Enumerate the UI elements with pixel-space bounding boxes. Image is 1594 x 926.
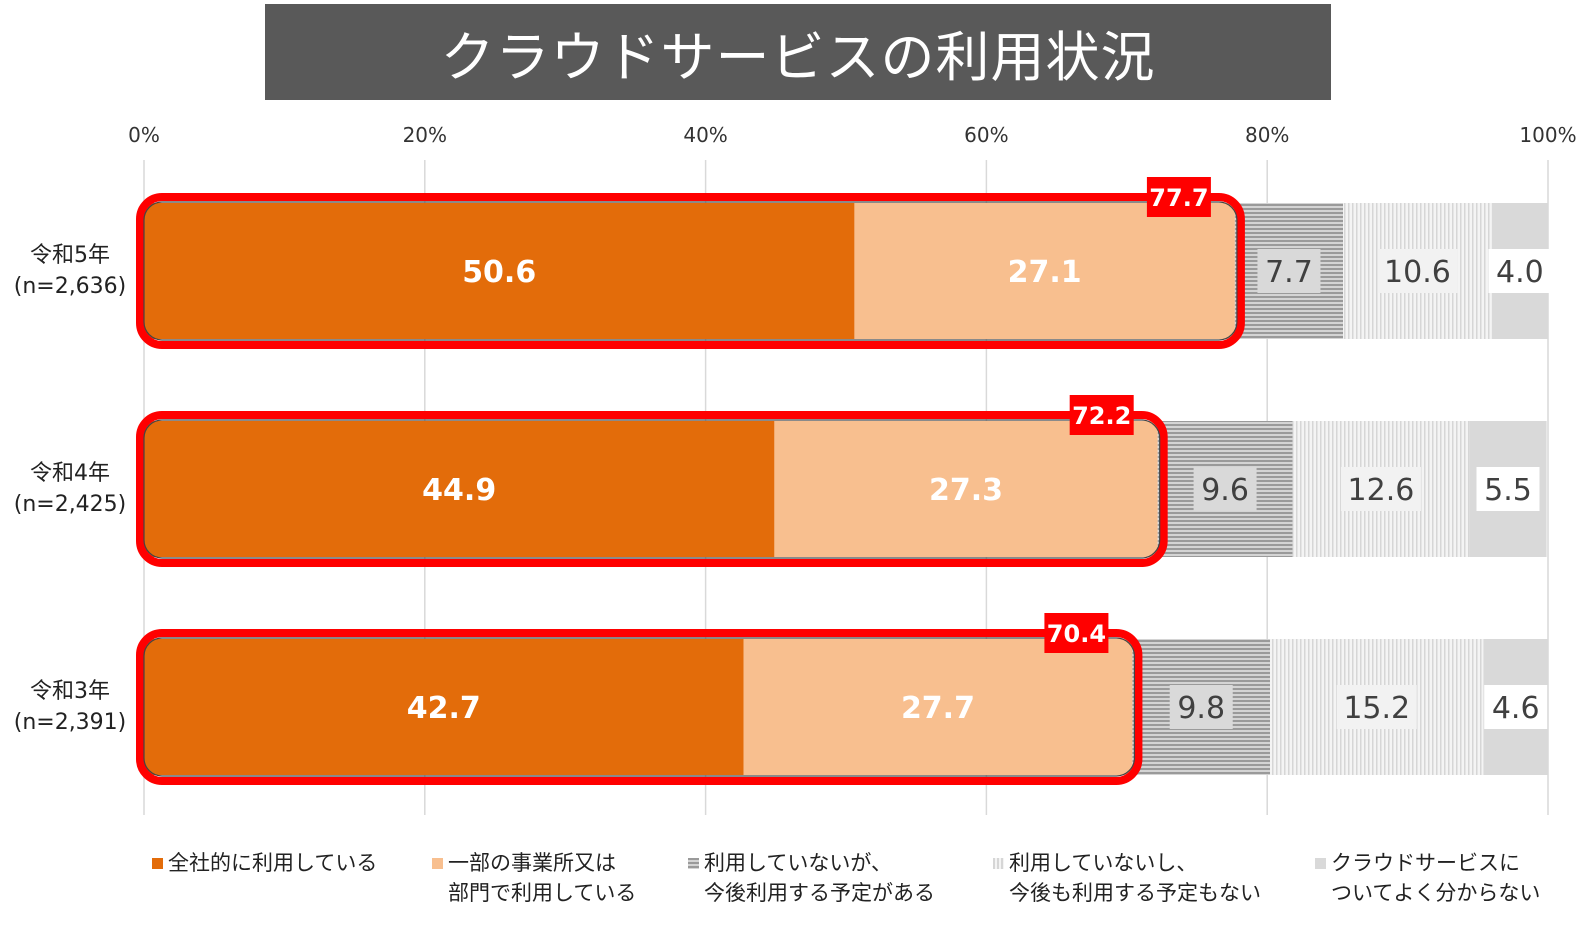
data-label: 4.0 (1496, 255, 1544, 290)
x-tick-label: 40% (683, 123, 727, 147)
data-label-background (1340, 467, 1421, 511)
category-label: 令和5年 (n=2,636) (0, 240, 140, 302)
legend-item: クラウドサービスについてよく分からない (1315, 848, 1540, 908)
data-label: 27.1 (1008, 255, 1082, 290)
total-label: 72.2 (1072, 402, 1131, 430)
legend-label-line2: 部門で利用している (448, 881, 637, 905)
bar-segment (144, 203, 855, 339)
data-label: 9.8 (1177, 691, 1225, 726)
data-label-background (1169, 685, 1233, 729)
x-tick-label: 0% (128, 123, 160, 147)
highlight-inner-outline (143, 201, 1238, 341)
total-label: 70.4 (1047, 620, 1106, 648)
data-label: 10.6 (1384, 255, 1451, 290)
data-label-background (1377, 249, 1458, 293)
category-label-line2: (n=2,391) (13, 710, 127, 735)
bar-segment (144, 639, 744, 775)
total-label-background (1146, 177, 1211, 217)
legend-swatch (993, 858, 1004, 869)
category-label-line1: 令和5年 (30, 243, 110, 268)
data-label-background (1484, 685, 1548, 729)
legend-swatch (152, 858, 163, 869)
x-tick-label: 100% (1519, 123, 1576, 147)
data-label: 7.7 (1265, 255, 1313, 290)
data-label-background (1476, 467, 1540, 511)
bar-segment (854, 203, 1235, 339)
category-label-line1: 令和4年 (30, 461, 110, 486)
legend-label-line2: ついてよく分からない (1331, 881, 1541, 905)
legend-label-line2: 今後も利用する予定もない (1009, 881, 1261, 905)
legend-label-line2: 今後利用する予定がある (704, 881, 935, 905)
data-label: 4.6 (1492, 691, 1540, 726)
legend-label: 利用していないし、 (993, 848, 1261, 878)
data-label: 9.6 (1201, 473, 1249, 508)
legend-item: 利用していないし、今後も利用する予定もない (993, 848, 1261, 908)
bar-segment (743, 639, 1133, 775)
data-label: 44.9 (422, 473, 496, 508)
legend-swatch (1315, 858, 1326, 869)
data-label-background (1193, 467, 1257, 511)
category-label: 令和4年 (n=2,425) (0, 458, 140, 520)
x-tick-label: 20% (403, 123, 447, 147)
bar-segment (144, 421, 775, 557)
data-label: 12.6 (1348, 473, 1415, 508)
data-label-background (1336, 685, 1417, 729)
data-label: 5.5 (1484, 473, 1532, 508)
legend-item: 利用していないが、今後利用する予定がある (688, 848, 935, 908)
highlight-inner-outline (143, 419, 1161, 559)
data-label: 42.7 (407, 691, 481, 726)
bar-segment (774, 421, 1158, 557)
data-label-background (1257, 249, 1321, 293)
chart-title: クラウドサービスの利用状況 (265, 4, 1331, 100)
highlight-outline (136, 629, 1143, 785)
legend-label: クラウドサービスに (1315, 848, 1540, 878)
x-tick-label: 60% (964, 123, 1008, 147)
total-label: 77.7 (1149, 184, 1208, 212)
legend-item: 全社的に利用している (152, 848, 377, 878)
highlight-inner-outline (143, 637, 1136, 777)
legend-label: 一部の事業所又は (432, 848, 636, 878)
data-label: 27.3 (929, 473, 1003, 508)
legend-swatch (432, 858, 443, 869)
legend-item: 一部の事業所又は部門で利用している (432, 848, 636, 908)
legend-label: 全社的に利用している (152, 848, 377, 878)
total-label-background (1044, 613, 1109, 653)
legend-swatch (688, 858, 699, 869)
category-label: 令和3年 (n=2,391) (0, 676, 140, 738)
legend-label: 利用していないが、 (688, 848, 935, 878)
category-label-line1: 令和3年 (30, 679, 110, 704)
category-label-line2: (n=2,636) (13, 274, 127, 299)
category-label-line2: (n=2,425) (13, 492, 127, 517)
data-label-background (1488, 249, 1552, 293)
data-label: 27.7 (901, 691, 975, 726)
x-tick-label: 80% (1245, 123, 1289, 147)
data-label: 50.6 (462, 255, 536, 290)
highlight-outline (136, 193, 1245, 349)
data-label: 15.2 (1343, 691, 1410, 726)
highlight-outline (136, 411, 1168, 567)
total-label-background (1069, 395, 1134, 435)
